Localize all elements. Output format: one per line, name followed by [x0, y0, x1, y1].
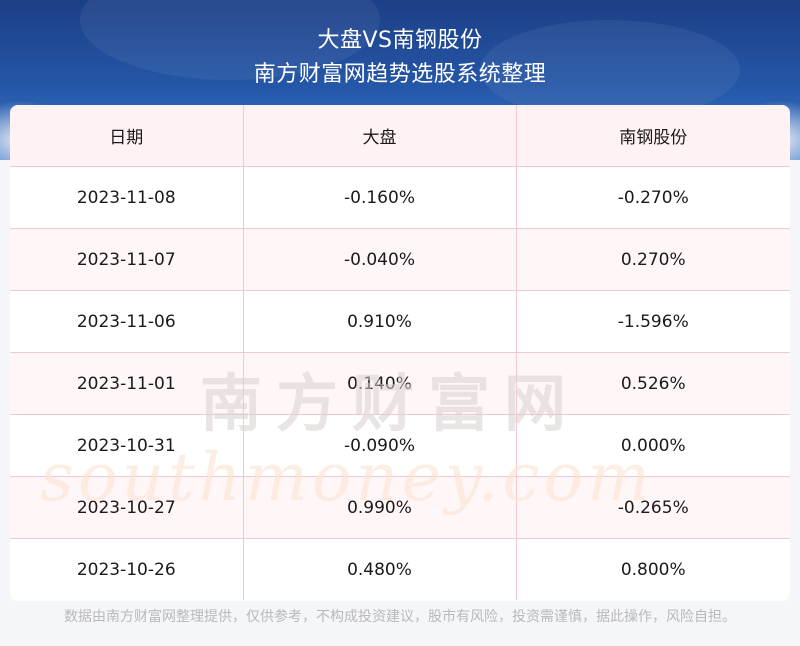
data-table-card: 日期 大盘 南钢股份 2023-11-08 -0.160% -0.270% 20…: [10, 105, 790, 601]
market-change-cell: 0.140%: [243, 352, 517, 415]
table-row: 2023-11-01 0.140% 0.526%: [10, 352, 790, 415]
market-change-cell: -0.090%: [243, 414, 517, 477]
stock-change-cell: 0.526%: [516, 352, 790, 415]
page-subtitle: 南方财富网趋势选股系统整理: [253, 62, 547, 87]
disclaimer-text: 数据由南方财富网整理提供，仅供参考，不构成投资建议，股市有风险，投资需谨慎，据此…: [64, 609, 736, 625]
date-cell: 2023-10-31: [10, 414, 244, 477]
table-row: 2023-11-07 -0.040% 0.270%: [10, 228, 790, 291]
date-cell: 2023-11-06: [10, 290, 244, 353]
column-header-date: 日期: [10, 105, 244, 167]
page-title: 大盘VS南钢股份: [317, 28, 483, 53]
market-change-cell: 0.910%: [243, 290, 517, 353]
market-change-cell: 0.990%: [243, 476, 517, 539]
table-row: 2023-11-08 -0.160% -0.270%: [10, 166, 790, 229]
stock-change-cell: -0.270%: [516, 166, 790, 229]
stock-change-cell: 0.270%: [516, 228, 790, 291]
stock-change-cell: 0.800%: [516, 538, 790, 600]
date-cell: 2023-11-08: [10, 166, 244, 229]
column-header-stock: 南钢股份: [516, 105, 790, 167]
stock-change-cell: 0.000%: [516, 414, 790, 477]
table-header-row: 日期 大盘 南钢股份: [10, 105, 790, 167]
market-change-cell: -0.040%: [243, 228, 517, 291]
stock-change-cell: -0.265%: [516, 476, 790, 539]
date-cell: 2023-10-26: [10, 538, 244, 600]
header-decoration: [480, 20, 740, 120]
comparison-table: 日期 大盘 南钢股份 2023-11-08 -0.160% -0.270% 20…: [10, 105, 790, 600]
date-cell: 2023-11-01: [10, 352, 244, 415]
table-row: 2023-10-27 0.990% -0.265%: [10, 476, 790, 539]
stock-change-cell: -1.596%: [516, 290, 790, 353]
market-change-cell: 0.480%: [243, 538, 517, 600]
table-row: 2023-10-31 -0.090% 0.000%: [10, 414, 790, 477]
column-header-market: 大盘: [243, 105, 517, 167]
date-cell: 2023-10-27: [10, 476, 244, 539]
date-cell: 2023-11-07: [10, 228, 244, 291]
market-change-cell: -0.160%: [243, 166, 517, 229]
table-row: 2023-10-26 0.480% 0.800%: [10, 538, 790, 600]
table-row: 2023-11-06 0.910% -1.596%: [10, 290, 790, 353]
